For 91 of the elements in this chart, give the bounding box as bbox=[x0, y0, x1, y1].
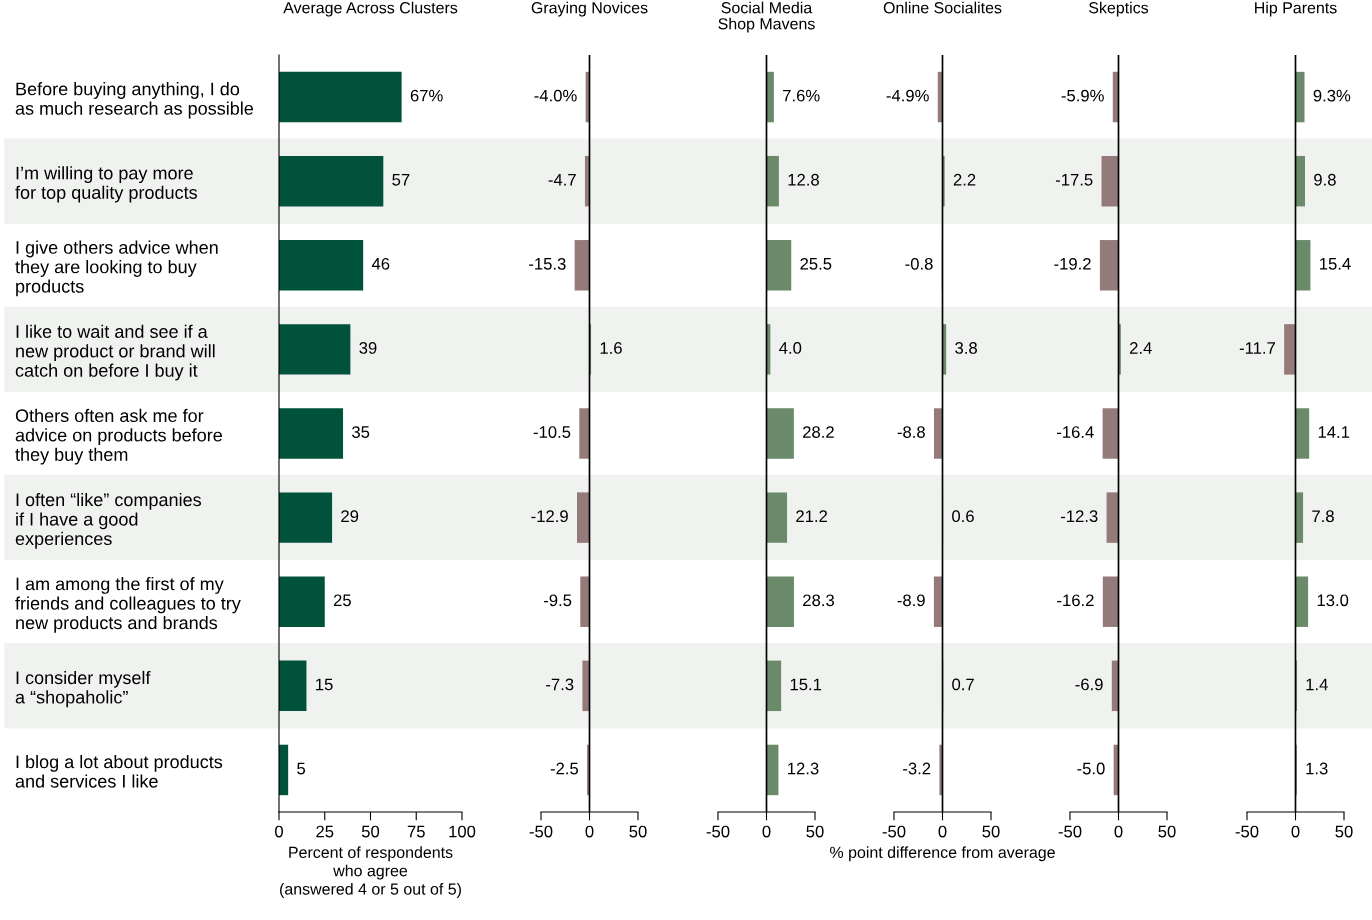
data-label: 25 bbox=[333, 594, 351, 607]
x-tick-label: 50 bbox=[982, 825, 1000, 838]
data-label: 67% bbox=[410, 89, 443, 102]
data-label: 7.6% bbox=[783, 89, 820, 102]
data-label: 57 bbox=[392, 174, 410, 186]
chart-title: Graying Novices bbox=[531, 1, 648, 17]
x-tick-label: 0 bbox=[585, 825, 594, 838]
data-label: -16.2 bbox=[1057, 594, 1094, 607]
data-label: -8.9 bbox=[897, 594, 925, 607]
data-label: 21.2 bbox=[796, 510, 827, 522]
data-label: 9.8 bbox=[1314, 173, 1336, 186]
data-label: -17.5 bbox=[1055, 174, 1093, 186]
chart-title: Average Across Clusters bbox=[283, 1, 458, 17]
data-label: 28.2 bbox=[803, 426, 834, 438]
data-label: 2.2 bbox=[953, 173, 976, 186]
x-tick-label: 50 bbox=[629, 825, 647, 838]
data-label: 39 bbox=[359, 342, 377, 354]
data-label: -12.9 bbox=[531, 510, 568, 523]
data-label: -5.9% bbox=[1061, 89, 1104, 102]
data-label: 3.8 bbox=[955, 342, 977, 354]
x-tick-label: 0 bbox=[1291, 825, 1300, 838]
data-label: 9.3% bbox=[1313, 89, 1351, 102]
data-label: -16.4 bbox=[1057, 426, 1094, 438]
chart-title: Online Socialites bbox=[883, 1, 1002, 14]
y-tick-label: I’m willing to pay more for top quality products bbox=[15, 166, 198, 203]
data-label: -0.8 bbox=[905, 257, 933, 270]
x-tick-label: 0 bbox=[938, 825, 947, 838]
y-tick-label: I consider myself a “shopaholic” bbox=[15, 670, 151, 708]
data-label: 46 bbox=[371, 257, 390, 270]
data-label: 35 bbox=[352, 426, 370, 438]
x-tick-label: 0 bbox=[275, 825, 283, 838]
data-label: 29 bbox=[341, 510, 359, 523]
data-label: 1.4 bbox=[1306, 678, 1328, 691]
x-tick-label: 0 bbox=[1114, 825, 1123, 838]
x-tick-label: -50 bbox=[1058, 825, 1082, 838]
data-label: 0.6 bbox=[952, 510, 974, 523]
x-tick-label: -50 bbox=[1235, 825, 1259, 838]
x-tick-label: 50 bbox=[806, 825, 824, 838]
data-label: -5.0 bbox=[1077, 762, 1105, 775]
data-label: -8.8 bbox=[897, 426, 925, 438]
x-tick-label: -50 bbox=[882, 825, 906, 838]
data-label: 12.8 bbox=[788, 173, 819, 186]
y-tick-label: I often “like” companies if I have a good experiences bbox=[15, 492, 201, 549]
x-tick-label: 25 bbox=[316, 825, 334, 838]
data-label: -12.3 bbox=[1060, 510, 1098, 523]
x-tick-label: 50 bbox=[1335, 825, 1353, 838]
data-label: 12.3 bbox=[788, 762, 819, 775]
data-label: 1.3 bbox=[1306, 762, 1328, 775]
data-label: -15.3 bbox=[529, 257, 566, 270]
data-label: 1.6 bbox=[600, 342, 622, 354]
data-label: 15 bbox=[316, 678, 333, 691]
x-tick-label: 75 bbox=[407, 825, 425, 838]
data-label: -4.9% bbox=[886, 89, 929, 102]
data-label: 4.0 bbox=[779, 342, 802, 354]
data-label: -4.7 bbox=[548, 174, 576, 186]
chart-title: Hip Parents bbox=[1255, 1, 1337, 17]
data-label: -2.5 bbox=[550, 762, 579, 775]
data-label: 0.7 bbox=[952, 678, 974, 691]
data-label: 15.4 bbox=[1320, 258, 1351, 270]
x-tick-label: 50 bbox=[361, 825, 380, 838]
x-tick-label: 50 bbox=[1158, 825, 1176, 838]
data-label: 7.8 bbox=[1312, 510, 1334, 523]
data-label: 13.0 bbox=[1317, 594, 1349, 607]
x-axis-title: Percent of respondents who agree (answered 4 or 5 out of 5) bbox=[280, 846, 461, 898]
data-label: 28.3 bbox=[803, 594, 834, 607]
data-label: 14.1 bbox=[1318, 426, 1350, 438]
x-tick-label: -50 bbox=[529, 825, 553, 838]
chart-title: Social Media Shop Mavens bbox=[718, 1, 815, 33]
chart-title: Skeptics bbox=[1089, 1, 1149, 17]
data-label: 25.5 bbox=[800, 257, 832, 270]
data-label: 15.1 bbox=[790, 678, 822, 691]
data-label: -7.3 bbox=[546, 678, 574, 691]
data-label: -10.5 bbox=[533, 426, 571, 438]
data-label: -19.2 bbox=[1054, 257, 1091, 270]
y-tick-label: I am among the first of my friends and colleagues to try new products and brands bbox=[15, 577, 241, 633]
data-label: 5 bbox=[297, 762, 306, 775]
x-tick-label: 0 bbox=[762, 825, 771, 838]
y-tick-label: I like to wait and see if a new product or brand will catch on before I buy it bbox=[15, 324, 215, 381]
data-label: -11.7 bbox=[1239, 342, 1275, 354]
y-tick-label: Others often ask me for advice on products before they buy them bbox=[15, 408, 222, 465]
data-label: 2.4 bbox=[1130, 342, 1152, 354]
y-tick-label: Before buying anything, I do as much research as possible bbox=[15, 82, 254, 119]
data-label: -6.9 bbox=[1075, 678, 1103, 691]
y-tick-label: I blog a lot about products and services I like bbox=[15, 754, 223, 788]
data-label: -3.2 bbox=[903, 762, 931, 775]
data-label: -4.0% bbox=[534, 89, 577, 102]
x-axis-title: % point difference from average bbox=[830, 846, 1055, 862]
x-tick-label: -50 bbox=[706, 825, 730, 838]
x-tick-label: 100 bbox=[449, 825, 476, 838]
data-label: -9.5 bbox=[543, 594, 572, 607]
y-tick-label: I give others advice when they are looking to buy products bbox=[15, 240, 218, 297]
